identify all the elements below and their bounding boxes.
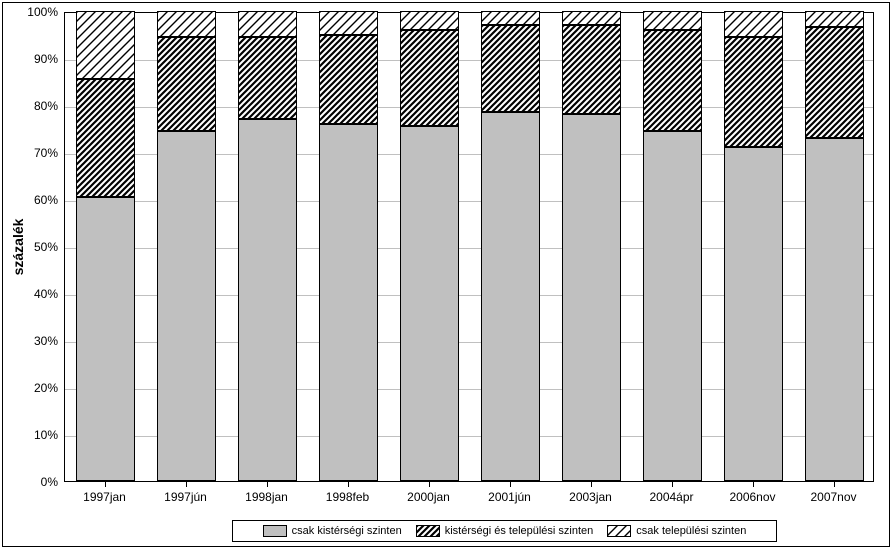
y-tick-label: 80%	[24, 99, 58, 113]
x-tick	[105, 482, 106, 487]
x-tick	[753, 482, 754, 487]
bar-segment-s1	[319, 124, 377, 481]
bar-segment-s2	[481, 25, 539, 112]
x-tick-label: 1998feb	[326, 490, 369, 504]
x-tick-label: 1998jan	[245, 490, 288, 504]
bar-segment-s1	[76, 197, 134, 481]
bar-segment-s2	[805, 27, 863, 137]
bar-group	[157, 11, 215, 481]
x-tick	[186, 482, 187, 487]
y-tick-label: 50%	[24, 240, 58, 254]
legend-label: csak települési szinten	[636, 525, 746, 537]
legend-label: kistérségi és települési szinten	[445, 525, 594, 537]
x-tick	[834, 482, 835, 487]
y-tick-label: 30%	[24, 334, 58, 348]
x-tick-label: 1997jan	[83, 490, 126, 504]
bar-group	[805, 11, 863, 481]
bar-segment-s3	[562, 11, 620, 25]
bar-group	[724, 11, 782, 481]
bar-segment-s2	[76, 79, 134, 197]
bar-segment-s3	[724, 11, 782, 37]
x-tick-label: 2003jan	[569, 490, 612, 504]
bar-segment-s3	[805, 11, 863, 27]
legend-item-s3: csak települési szinten	[607, 525, 746, 537]
y-tick-label: 90%	[24, 52, 58, 66]
bar-segment-s1	[400, 126, 458, 481]
bar-segment-s3	[400, 11, 458, 30]
x-tick	[510, 482, 511, 487]
bar-group	[481, 11, 539, 481]
bar-segment-s3	[157, 11, 215, 37]
y-tick-label: 40%	[24, 287, 58, 301]
plot-area	[64, 12, 874, 482]
x-tick-label: 2007nov	[810, 490, 856, 504]
legend: csak kistérségi szinten kistérségi és tel…	[232, 520, 777, 542]
bar-segment-s3	[238, 11, 296, 37]
x-tick-label: 2001jún	[488, 490, 531, 504]
bar-segment-s1	[805, 138, 863, 481]
bar-group	[643, 11, 701, 481]
bar-segment-s2	[238, 37, 296, 119]
x-tick-label: 1997jún	[164, 490, 207, 504]
y-tick-label: 100%	[24, 5, 58, 19]
x-tick-label: 2004ápr	[649, 490, 693, 504]
bar-segment-s2	[400, 30, 458, 126]
x-tick-label: 2006nov	[729, 490, 775, 504]
bar-segment-s1	[238, 119, 296, 481]
y-tick-label: 20%	[24, 381, 58, 395]
bar-segment-s2	[319, 35, 377, 124]
bar-group	[238, 11, 296, 481]
bar-segment-s1	[481, 112, 539, 481]
chart-frame: százalék csak kistérségi szintenkistérsé…	[0, 0, 892, 549]
x-tick-label: 2000jan	[407, 490, 450, 504]
bar-segment-s1	[157, 131, 215, 481]
x-tick	[267, 482, 268, 487]
legend-swatch-s3	[607, 525, 631, 537]
bar-segment-s1	[643, 131, 701, 481]
bar-segment-s3	[319, 11, 377, 35]
y-tick-label: 70%	[24, 146, 58, 160]
bar-segment-s2	[562, 25, 620, 114]
x-tick	[672, 482, 673, 487]
bar-segment-s2	[643, 30, 701, 131]
legend-item-s1: csak kistérségi szinten	[263, 525, 402, 537]
bar-segment-s2	[157, 37, 215, 131]
bar-group	[76, 11, 134, 481]
bar-segment-s3	[481, 11, 539, 25]
legend-label: csak kistérségi szinten	[292, 525, 402, 537]
x-tick	[591, 482, 592, 487]
y-tick-label: 0%	[24, 475, 58, 489]
bar-group	[319, 11, 377, 481]
bar-segment-s2	[724, 37, 782, 147]
y-tick-label: 60%	[24, 193, 58, 207]
bar-segment-s3	[643, 11, 701, 30]
x-tick	[429, 482, 430, 487]
bar-segment-s1	[724, 147, 782, 481]
y-tick-label: 10%	[24, 428, 58, 442]
x-tick	[348, 482, 349, 487]
legend-swatch-s1	[263, 525, 287, 537]
bar-group	[562, 11, 620, 481]
bar-group	[400, 11, 458, 481]
legend-swatch-s2	[416, 525, 440, 537]
legend-item-s2: kistérségi és települési szinten	[416, 525, 594, 537]
bar-segment-s1	[562, 114, 620, 481]
bar-segment-s3	[76, 11, 134, 79]
